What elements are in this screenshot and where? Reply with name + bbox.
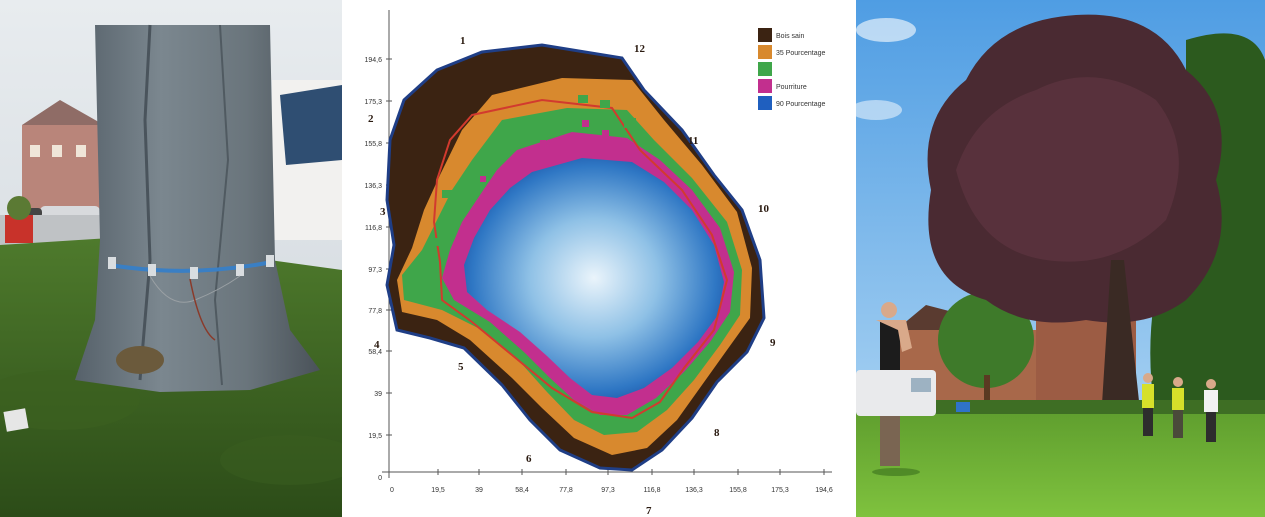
legend-label: 35 Pourcentage bbox=[776, 50, 826, 57]
y-tick-label: 175,3 bbox=[364, 99, 382, 106]
sensor-label: 1 bbox=[460, 35, 466, 47]
sensor-label: 2 bbox=[368, 113, 374, 125]
y-tick-label: 19,5 bbox=[368, 433, 382, 440]
x-tick-label: 116,8 bbox=[644, 487, 661, 494]
y-tick-label: 136,3 bbox=[364, 183, 382, 190]
inspector-group bbox=[1142, 373, 1218, 442]
trunk-photo bbox=[0, 0, 342, 517]
x-tick-label: 77,8 bbox=[559, 487, 573, 494]
y-tick-label: 116,8 bbox=[365, 225, 382, 232]
sensor-label: 11 bbox=[688, 135, 698, 147]
sensor-label: 3 bbox=[380, 206, 386, 218]
legend-swatch bbox=[758, 96, 772, 110]
sensor-label: 12 bbox=[634, 43, 646, 55]
legend-swatch bbox=[758, 62, 772, 76]
sensor-label: 4 bbox=[374, 339, 380, 351]
legend-swatch bbox=[758, 45, 772, 59]
y-tick-label: 194,6 bbox=[364, 57, 382, 64]
sensor-label: 6 bbox=[526, 453, 532, 465]
tomogram-chart: 194,6 175,3 155,8 136,3 116,8 97,3 77,8 … bbox=[364, 10, 833, 517]
y-tick-label: 97,3 bbox=[368, 267, 382, 274]
x-tick-label: 97,3 bbox=[601, 487, 615, 494]
x-tick-labels: 0 19,5 39 58,4 77,8 97,3 116,8 136,3 155… bbox=[390, 487, 833, 494]
x-tick-label: 194,6 bbox=[815, 487, 833, 494]
sensor-label: 10 bbox=[758, 203, 770, 215]
y-tick-labels: 194,6 175,3 155,8 136,3 116,8 97,3 77,8 … bbox=[364, 57, 382, 482]
legend-label: Pourriture bbox=[776, 84, 807, 91]
x-tick-label: 155,8 bbox=[729, 487, 747, 494]
x-tick-label: 136,3 bbox=[685, 487, 703, 494]
legend: Bois sain 35 Pourcentage Pourriture 90 P… bbox=[758, 28, 826, 110]
tomogram-panel: 194,6 175,3 155,8 136,3 116,8 97,3 77,8 … bbox=[342, 0, 850, 517]
y-tick-label: 155,8 bbox=[364, 141, 382, 148]
x-tick-label: 175,3 bbox=[771, 487, 789, 494]
sensor-labels: 1 2 3 4 5 6 7 8 9 10 11 12 bbox=[368, 35, 776, 517]
y-tick-label: 0 bbox=[378, 475, 382, 482]
sensor-label: 5 bbox=[458, 361, 464, 373]
sensor-label: 8 bbox=[714, 427, 720, 439]
x-tick-label: 39 bbox=[475, 487, 483, 494]
legend-label: Bois sain bbox=[776, 33, 805, 40]
x-tick-label: 19,5 bbox=[431, 487, 445, 494]
bark-outline bbox=[432, 98, 729, 420]
sensor-label: 9 bbox=[770, 337, 776, 349]
y-tick-label: 39 bbox=[374, 391, 382, 398]
sensor-label: 7 bbox=[646, 505, 652, 517]
tree-photo bbox=[856, 0, 1265, 517]
decay-core bbox=[464, 158, 724, 398]
legend-label: 90 Pourcentage bbox=[776, 101, 826, 108]
y-tick-label: 77,8 bbox=[368, 308, 382, 315]
legend-swatch bbox=[758, 28, 772, 42]
x-tick-label: 58,4 bbox=[515, 487, 529, 494]
y-tick-label: 58,4 bbox=[368, 349, 382, 356]
legend-swatch bbox=[758, 79, 772, 93]
x-tick-label: 0 bbox=[390, 487, 394, 494]
